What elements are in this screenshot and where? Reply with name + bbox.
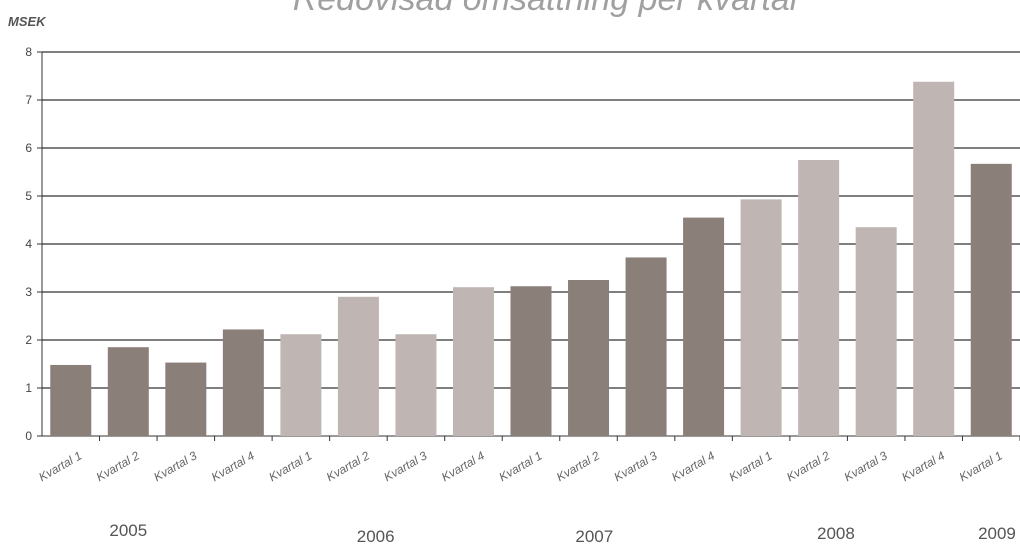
bar bbox=[337, 296, 379, 436]
x-category-label: Kvartal 3 bbox=[612, 448, 660, 484]
bar bbox=[740, 199, 782, 436]
year-group-label: 2008 bbox=[817, 524, 855, 543]
x-category-label: Kvartal 2 bbox=[784, 448, 832, 484]
bar bbox=[165, 362, 207, 436]
year-group-label: 2006 bbox=[357, 527, 395, 544]
y-tick-label: 7 bbox=[25, 93, 32, 107]
bar bbox=[970, 163, 1012, 436]
bar bbox=[855, 227, 897, 436]
x-category-label: Kvartal 1 bbox=[266, 448, 314, 484]
y-tick-label: 3 bbox=[25, 285, 32, 299]
year-group-label: 2007 bbox=[575, 527, 613, 544]
chart-title: Redovisad omsättning per kvartal bbox=[0, 0, 1020, 19]
x-category-label: Kvartal 4 bbox=[439, 448, 487, 484]
bar bbox=[683, 217, 725, 436]
y-axis-unit-label: MSEK bbox=[8, 14, 46, 29]
bar bbox=[510, 286, 552, 436]
x-category-label: Kvartal 1 bbox=[496, 448, 544, 484]
x-category-label: Kvartal 3 bbox=[151, 448, 199, 484]
bar bbox=[280, 334, 322, 436]
x-category-label: Kvartal 2 bbox=[94, 448, 142, 484]
x-category-label: Kvartal 4 bbox=[209, 448, 257, 484]
bar bbox=[625, 257, 667, 436]
y-tick-label: 5 bbox=[25, 189, 32, 203]
x-category-label: Kvartal 1 bbox=[957, 448, 1005, 484]
bar bbox=[568, 280, 610, 436]
x-category-label: Kvartal 2 bbox=[324, 448, 372, 484]
bar bbox=[50, 364, 92, 436]
y-tick-label: 0 bbox=[25, 429, 32, 443]
x-category-label: Kvartal 1 bbox=[36, 448, 84, 484]
x-category-label: Kvartal 4 bbox=[669, 448, 717, 484]
bar bbox=[798, 160, 840, 436]
x-category-label: Kvartal 1 bbox=[727, 448, 775, 484]
year-group-label: 2005 bbox=[109, 521, 147, 540]
bar bbox=[222, 329, 264, 436]
y-tick-label: 1 bbox=[25, 381, 32, 395]
bar bbox=[395, 334, 437, 436]
bar bbox=[107, 347, 149, 436]
bar bbox=[452, 287, 494, 436]
x-category-label: Kvartal 3 bbox=[381, 448, 429, 484]
y-tick-label: 8 bbox=[25, 45, 32, 59]
x-category-label: Kvartal 4 bbox=[899, 448, 947, 484]
x-category-label: Kvartal 3 bbox=[842, 448, 890, 484]
bar bbox=[913, 81, 955, 436]
x-category-label: Kvartal 2 bbox=[554, 448, 602, 484]
y-tick-label: 6 bbox=[25, 141, 32, 155]
year-group-label: 2009 bbox=[978, 524, 1016, 543]
y-tick-label: 4 bbox=[25, 237, 32, 251]
y-tick-label: 2 bbox=[25, 333, 32, 347]
